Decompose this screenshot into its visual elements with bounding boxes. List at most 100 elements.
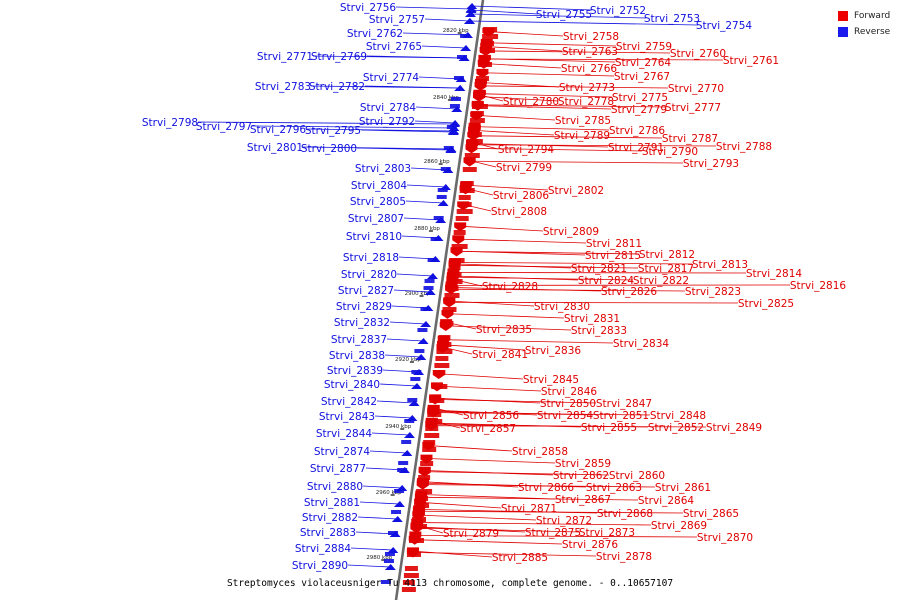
connector-strvi-2752 <box>472 5 593 11</box>
gene-label-strvi-2875: Strvi_2875 <box>525 527 581 539</box>
gene-label-strvi-2764: Strvi_2764 <box>615 57 672 69</box>
connector-strvi-2804 <box>406 184 446 188</box>
connector-strvi-2763 <box>490 46 563 52</box>
gene-block <box>411 370 422 374</box>
connector-strvi-2838 <box>384 354 422 358</box>
gene-block <box>442 307 457 312</box>
gene-block <box>420 307 431 311</box>
connector-strvi-2821 <box>458 263 572 269</box>
connector-strvi-2824 <box>456 275 579 281</box>
connector-strvi-2826 <box>455 287 602 292</box>
gene-strvi-2838 <box>415 354 427 360</box>
gene-label-strvi-2847: Strvi_2847 <box>596 398 652 410</box>
connector-strvi-2791 <box>476 143 609 148</box>
gene-label-strvi-2763: Strvi_2763 <box>562 46 618 58</box>
gene-block <box>427 412 442 417</box>
gene-label-strvi-2795: Strvi_2795 <box>305 125 361 137</box>
gene-strvi-2890 <box>384 564 396 570</box>
connector-strvi-2759 <box>490 42 617 47</box>
gene-block <box>423 440 436 445</box>
gene-label-strvi-2848: Strvi_2848 <box>650 410 706 422</box>
gene-block <box>457 55 468 59</box>
connector-strvi-2881 <box>359 501 400 505</box>
connector-strvi-2827 <box>393 289 431 293</box>
gene-label-strvi-2863: Strvi_2863 <box>586 482 642 494</box>
gene-block <box>402 580 415 585</box>
gene-label-strvi-2813: Strvi_2813 <box>692 259 748 271</box>
connector-strvi-2858 <box>432 445 513 452</box>
gene-label-strvi-2807: Strvi_2807 <box>348 213 404 225</box>
connector-strvi-2796 <box>305 128 455 132</box>
gene-label-strvi-2821: Strvi_2821 <box>571 263 627 275</box>
tick-label: 2860 kbp <box>424 159 450 165</box>
gene-label-strvi-2832: Strvi_2832 <box>334 317 390 329</box>
gene-block <box>473 90 486 95</box>
gene-block <box>440 167 451 171</box>
connector-strvi-2872 <box>422 514 537 521</box>
gene-label-strvi-2874: Strvi_2874 <box>314 446 371 458</box>
connector-strvi-2765 <box>421 45 467 49</box>
gene-label-strvi-2878: Strvi_2878 <box>596 551 652 563</box>
gene-block <box>437 188 448 192</box>
gene-strvi-2882 <box>391 516 403 522</box>
gene-label-strvi-2834: Strvi_2834 <box>613 338 670 350</box>
connector-strvi-2890 <box>347 564 391 568</box>
gene-block <box>433 370 446 375</box>
gene-label-strvi-2817: Strvi_2817 <box>638 263 694 275</box>
connector-strvi-2860 <box>428 471 610 476</box>
connector-strvi-2809 <box>464 226 544 232</box>
gene-label-strvi-2809: Strvi_2809 <box>543 226 599 238</box>
gene-label-strvi-2828: Strvi_2828 <box>482 281 538 293</box>
gene-block <box>469 118 485 123</box>
connector-strvi-2869 <box>421 522 652 526</box>
gene-block <box>384 552 395 556</box>
gene-block <box>449 104 460 108</box>
connector-strvi-2846 <box>440 385 542 392</box>
gene-label-strvi-2785: Strvi_2785 <box>555 115 611 127</box>
gene-block <box>436 349 453 354</box>
connector-strvi-2831 <box>451 313 565 319</box>
gene-block <box>478 62 493 67</box>
label-connectors <box>197 5 791 568</box>
gene-block <box>471 104 488 109</box>
gene-label-strvi-2804: Strvi_2804 <box>351 180 408 192</box>
gene-label-strvi-2845: Strvi_2845 <box>523 374 579 386</box>
gene-label-strvi-2761: Strvi_2761 <box>723 55 779 67</box>
gene-block <box>446 279 463 284</box>
gene-block <box>424 433 440 438</box>
gene-label-strvi-2806: Strvi_2806 <box>493 190 550 202</box>
gene-label-strvi-2838: Strvi_2838 <box>329 350 385 362</box>
gene-label-strvi-2816: Strvi_2816 <box>790 280 847 292</box>
connector-strvi-2851 <box>437 411 594 416</box>
gene-label-strvi-2773: Strvi_2773 <box>559 82 615 94</box>
connector-strvi-2775 <box>483 93 613 98</box>
gene-block <box>414 349 425 353</box>
gene-label-strvi-2758: Strvi_2758 <box>563 31 619 43</box>
connector-strvi-2770 <box>484 85 669 89</box>
gene-label-strvi-2798: Strvi_2798 <box>142 117 198 129</box>
gene-label-strvi-2770: Strvi_2770 <box>668 83 724 95</box>
gene-label-strvi-2890: Strvi_2890 <box>292 560 348 572</box>
gene-block <box>391 510 402 514</box>
connector-strvi-2753 <box>470 13 647 19</box>
gene-block <box>418 475 431 480</box>
connector-strvi-2862 <box>428 470 554 476</box>
gene-label-strvi-2837: Strvi_2837 <box>331 334 387 346</box>
gene-strvi-2881 <box>393 501 405 507</box>
gene-label-strvi-2775: Strvi_2775 <box>612 92 668 104</box>
connector-strvi-2855 <box>435 422 582 428</box>
gene-block <box>437 342 452 347</box>
gene-label-strvi-2855: Strvi_2855 <box>581 422 637 434</box>
gene-block <box>415 496 429 501</box>
connector-strvi-2762 <box>402 32 468 36</box>
gene-label-strvi-2871: Strvi_2871 <box>501 503 557 515</box>
reverse-swatch <box>838 27 848 37</box>
gene-label-strvi-2805: Strvi_2805 <box>350 196 406 208</box>
gene-strvi-2884 <box>387 547 399 553</box>
tick-label: 2960 kbp <box>376 490 402 496</box>
strand-legend: Forward Reverse <box>838 8 898 40</box>
gene-block <box>404 566 418 571</box>
gene-block <box>427 258 438 262</box>
gene-strvi-2799 <box>463 157 476 167</box>
